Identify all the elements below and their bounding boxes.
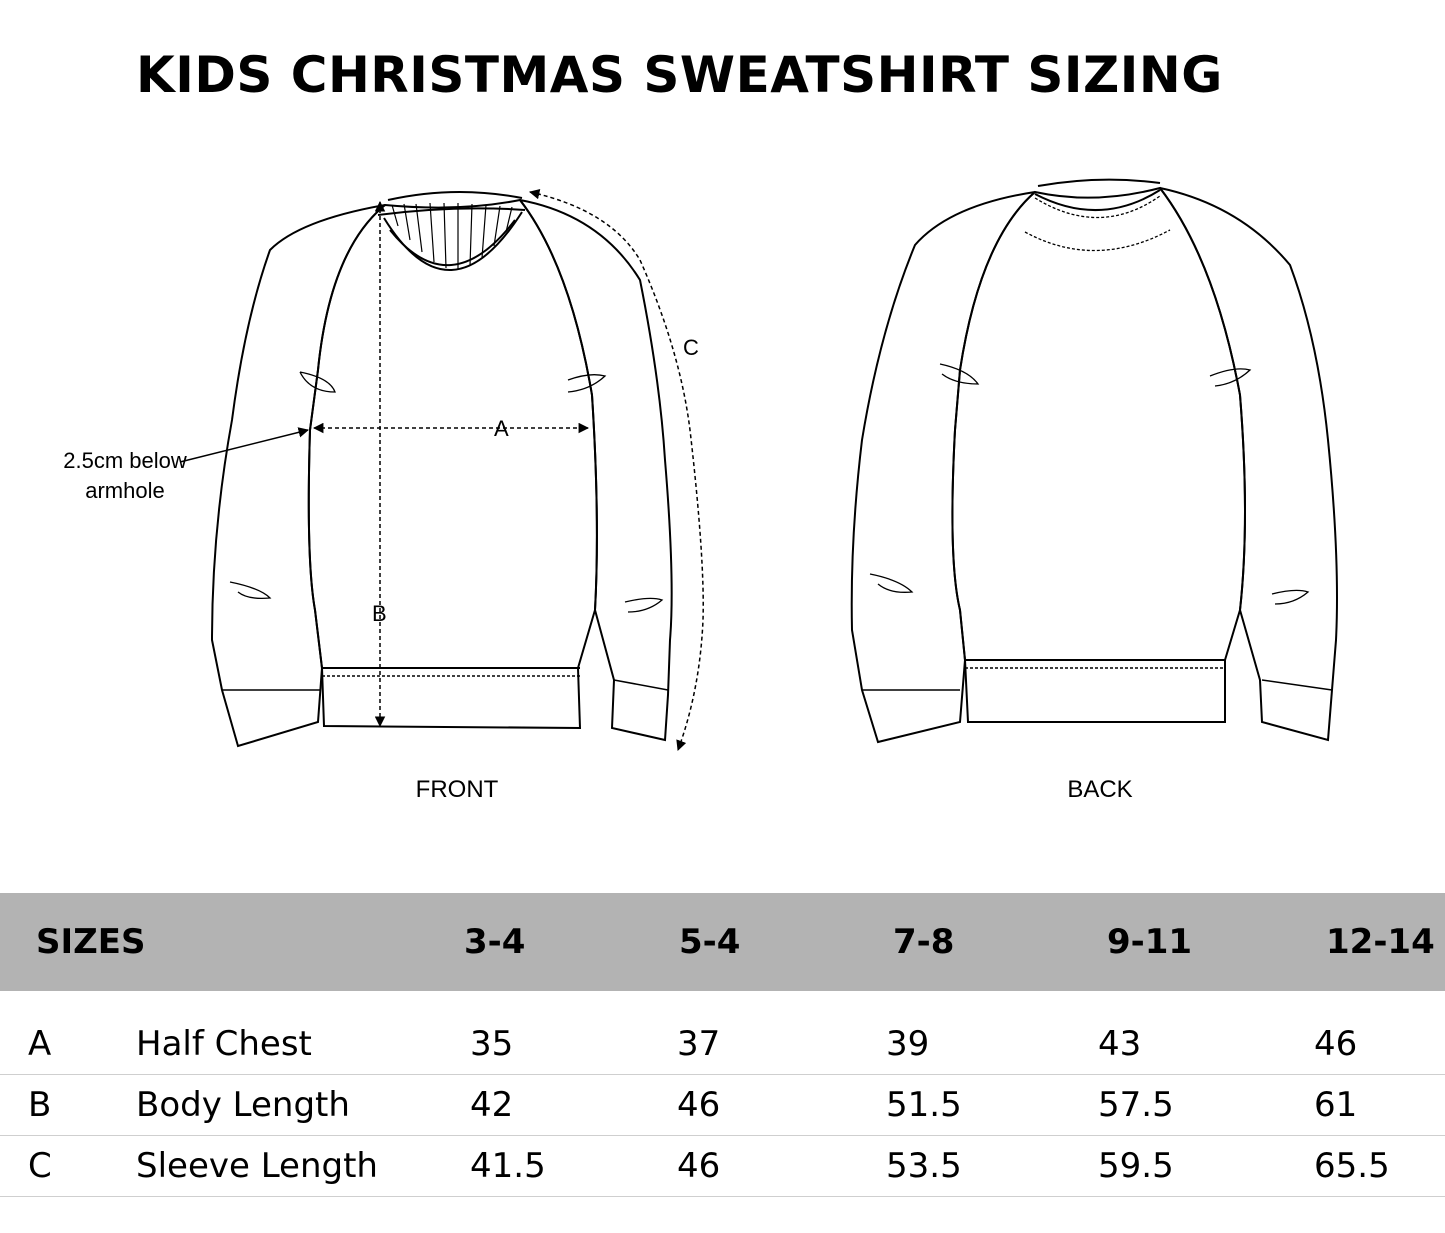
row-value: 65.5 — [1314, 1146, 1390, 1186]
row-key: B — [28, 1085, 52, 1125]
size-col-12-14: 12-14 — [1326, 922, 1435, 962]
row-value: 46 — [677, 1146, 721, 1186]
measure-label-b: B — [372, 601, 387, 626]
measure-label-c: C — [683, 335, 699, 360]
table-row: B Body Length 42 46 51.5 57.5 61 — [0, 1075, 1445, 1136]
row-value: 41.5 — [470, 1146, 546, 1186]
back-label: BACK — [1067, 776, 1133, 803]
size-col-5-4: 5-4 — [679, 922, 741, 962]
back-sweatshirt-drawing — [850, 178, 1338, 744]
measure-label-a: A — [494, 416, 509, 441]
row-value: 39 — [886, 1024, 930, 1064]
row-value: 59.5 — [1098, 1146, 1174, 1186]
row-value: 37 — [677, 1024, 721, 1064]
table-row: A Half Chest 35 37 39 43 46 — [0, 1014, 1445, 1075]
row-value: 35 — [470, 1024, 514, 1064]
armhole-note-line1: 2.5cm below — [63, 448, 187, 473]
size-col-3-4: 3-4 — [464, 922, 526, 962]
row-value: 53.5 — [886, 1146, 962, 1186]
armhole-note-line2: armhole — [85, 478, 165, 503]
row-key: C — [28, 1146, 52, 1186]
row-value: 51.5 — [886, 1085, 962, 1125]
row-label: Half Chest — [136, 1024, 312, 1064]
row-value: 46 — [1314, 1024, 1358, 1064]
size-col-9-11: 9-11 — [1107, 922, 1193, 962]
row-value: 42 — [470, 1085, 514, 1125]
row-label: Sleeve Length — [136, 1146, 378, 1186]
row-value: 43 — [1098, 1024, 1142, 1064]
page-title: KIDS CHRISTMAS SWEATSHIRT SIZING — [136, 46, 1223, 104]
size-col-7-8: 7-8 — [893, 922, 955, 962]
row-value: 46 — [677, 1085, 721, 1125]
measurement-lines — [179, 188, 704, 751]
row-value: 61 — [1314, 1085, 1358, 1125]
size-header-row: SIZES 3-4 5-4 7-8 9-11 12-14 — [0, 893, 1445, 991]
sizes-heading: SIZES — [36, 922, 146, 962]
front-sweatshirt-drawing — [210, 191, 673, 748]
row-label: Body Length — [136, 1085, 350, 1125]
sweatshirt-diagram — [179, 178, 1338, 751]
row-value: 57.5 — [1098, 1085, 1174, 1125]
row-key: A — [28, 1024, 52, 1064]
armhole-note: 2.5cm below armhole — [50, 446, 200, 506]
front-label: FRONT — [415, 776, 499, 803]
table-row: C Sleeve Length 41.5 46 53.5 59.5 65.5 — [0, 1136, 1445, 1197]
